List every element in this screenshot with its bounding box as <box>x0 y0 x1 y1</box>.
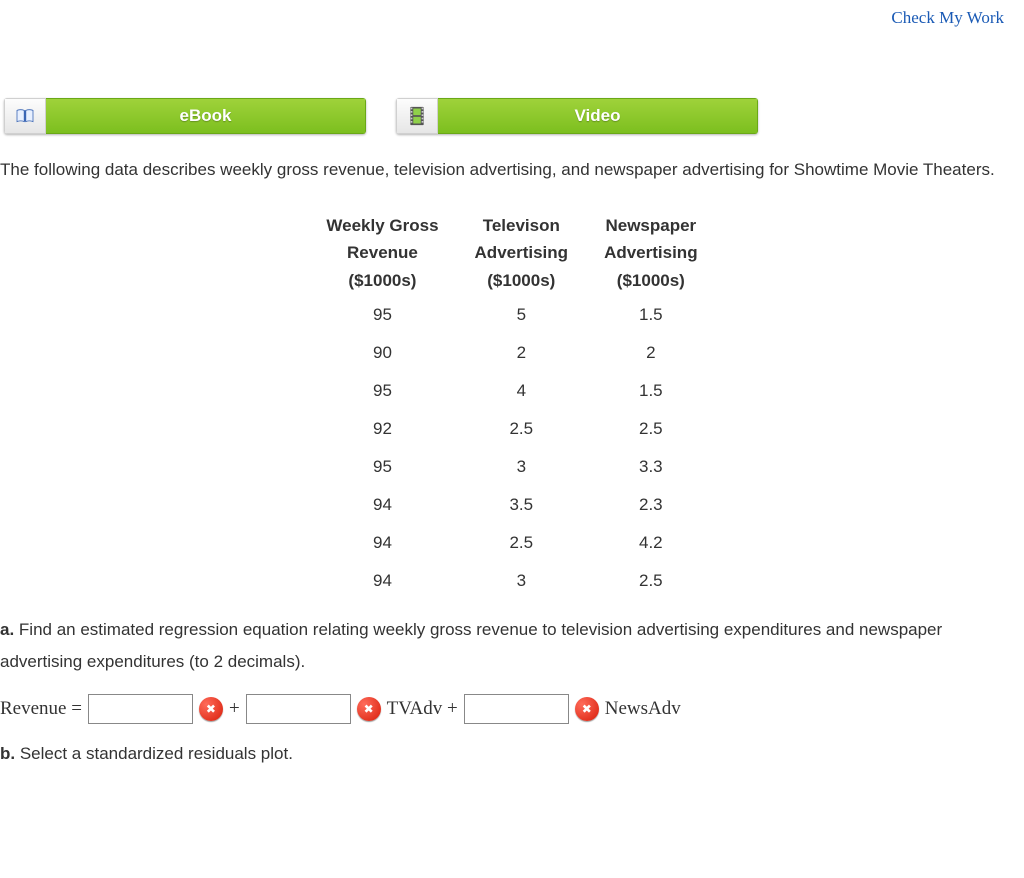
regression-equation: Revenue = + TVAdv + NewsAdv <box>0 694 1024 724</box>
newsadv-coef-input[interactable] <box>464 694 569 724</box>
table-row: 942.54.2 <box>308 524 715 562</box>
table-cell: 2.5 <box>586 410 716 448</box>
table-row: 943.52.3 <box>308 486 715 524</box>
table-row: 9432.5 <box>308 562 715 600</box>
col-header-news: Newspaper Advertising ($1000s) <box>586 210 716 296</box>
wrong-icon <box>357 697 381 721</box>
table-cell: 4 <box>457 372 587 410</box>
film-icon <box>396 98 438 134</box>
question-a: a. Find an estimated regression equation… <box>0 614 1024 679</box>
table-cell: 95 <box>308 296 456 334</box>
equation-lhs: Revenue = <box>0 698 82 720</box>
book-icon <box>4 98 46 134</box>
table-cell: 1.5 <box>586 296 716 334</box>
table-row: 9541.5 <box>308 372 715 410</box>
table-cell: 4.2 <box>586 524 716 562</box>
table-cell: 92 <box>308 410 456 448</box>
table-cell: 2 <box>457 334 587 372</box>
table-cell: 1.5 <box>586 372 716 410</box>
table-row: 9551.5 <box>308 296 715 334</box>
table-cell: 2.5 <box>586 562 716 600</box>
table-cell: 2.5 <box>457 524 587 562</box>
table-cell: 2 <box>586 334 716 372</box>
video-tab[interactable]: Video <box>396 98 758 134</box>
newsadv-label: NewsAdv <box>605 698 681 720</box>
table-cell: 3.3 <box>586 448 716 486</box>
table-cell: 90 <box>308 334 456 372</box>
check-my-work-link[interactable]: Check My Work <box>891 8 1004 27</box>
table-row: 922.52.5 <box>308 410 715 448</box>
table-cell: 2.3 <box>586 486 716 524</box>
table-cell: 3 <box>457 562 587 600</box>
col-header-tv: Televison Advertising ($1000s) <box>457 210 587 296</box>
table-cell: 3.5 <box>457 486 587 524</box>
tvadv-coef-input[interactable] <box>246 694 351 724</box>
table-cell: 95 <box>308 372 456 410</box>
table-cell: 2.5 <box>457 410 587 448</box>
question-b: b. Select a standardized residuals plot. <box>0 738 1024 770</box>
ebook-tab-label: eBook <box>46 98 366 134</box>
tvadv-label: TVAdv + <box>387 698 458 720</box>
intercept-input[interactable] <box>88 694 193 724</box>
table-cell: 94 <box>308 524 456 562</box>
wrong-icon <box>199 697 223 721</box>
table-cell: 94 <box>308 562 456 600</box>
table-cell: 95 <box>308 448 456 486</box>
table-cell: 3 <box>457 448 587 486</box>
data-table: Weekly Gross Revenue ($1000s) Televison … <box>308 210 715 600</box>
table-row: 9022 <box>308 334 715 372</box>
col-header-revenue: Weekly Gross Revenue ($1000s) <box>308 210 456 296</box>
plus-sign: + <box>229 698 240 720</box>
intro-text: The following data describes weekly gros… <box>0 154 1024 186</box>
ebook-tab[interactable]: eBook <box>4 98 366 134</box>
table-cell: 5 <box>457 296 587 334</box>
table-row: 9533.3 <box>308 448 715 486</box>
table-cell: 94 <box>308 486 456 524</box>
wrong-icon <box>575 697 599 721</box>
video-tab-label: Video <box>438 98 758 134</box>
